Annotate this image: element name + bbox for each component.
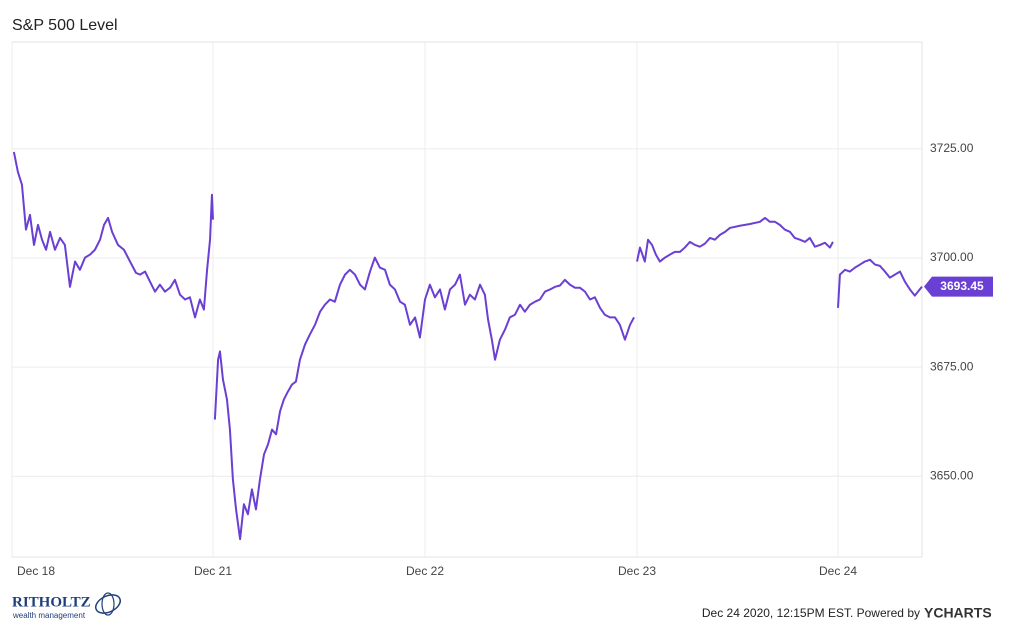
series-line <box>12 151 923 541</box>
x-tick-label: Dec 23 <box>618 564 656 578</box>
x-tick-label: Dec 18 <box>17 564 55 578</box>
marks <box>12 151 993 541</box>
value-tag <box>924 276 993 297</box>
value-tag-label: 3693.45 <box>940 279 984 293</box>
footer-text: Dec 24 2020, 12:15PM EST. Powered by <box>702 606 920 620</box>
logo-mark <box>101 592 115 616</box>
x-tick-label: Dec 22 <box>406 564 444 578</box>
y-tick-label: 3650.00 <box>930 468 974 482</box>
x-tick-label: Dec 21 <box>194 564 232 578</box>
x-tick-label: Dec 24 <box>819 564 857 578</box>
labels: 3650.00 3675.00 3700.00 3725.00 Dec 18 Dec 21… <box>17 141 984 578</box>
y-tick-label: 3725.00 <box>930 141 974 155</box>
logo-name: RITHOLTZ <box>12 594 91 610</box>
y-tick-label: 3700.00 <box>930 250 974 264</box>
brand: YCHARTS <box>924 605 992 621</box>
chart-title: S&P 500 Level <box>12 17 118 34</box>
y-tick-label: 3675.00 <box>930 359 974 373</box>
logo: RITHOLTZ wealth management <box>12 592 122 620</box>
logo-sub: wealth management <box>12 611 86 620</box>
logo-mark <box>94 594 122 614</box>
